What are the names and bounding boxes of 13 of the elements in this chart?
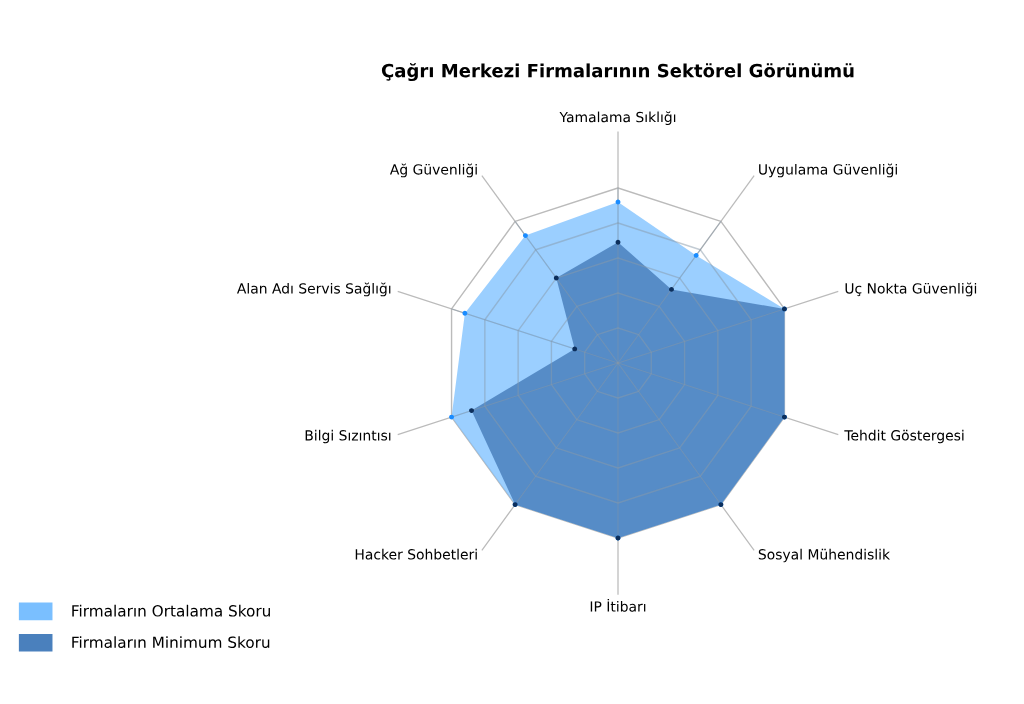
spoke-label: IP İtibarı xyxy=(590,598,646,612)
spoke-label: Uygulama Güvenliği xyxy=(759,163,897,178)
legend-label: Firmaların Minimum Skoru xyxy=(72,636,270,648)
spoke-label: Bilgi Sızıntısı xyxy=(305,429,391,444)
chart-title: Çağrı Merkezi Firmalarının Sektörel Görünümü xyxy=(381,62,854,82)
spoke-label: Alan Adı Servis Sağlığı xyxy=(236,282,391,297)
spoke-label: Hacker Sohbetleri xyxy=(355,548,477,560)
spoke-label: Tehdit Göstergesi xyxy=(844,429,964,444)
legend-label: Firmaların Ortalama Skoru xyxy=(72,604,270,617)
spoke-label: Sosyal Mühendislik xyxy=(758,548,891,563)
spoke-label: Ağ Güvenliği xyxy=(389,163,477,178)
spoke-label: Uç Nokta Güvenliği xyxy=(845,282,977,297)
spoke-label: Yamalama Sıklığı xyxy=(559,111,676,125)
